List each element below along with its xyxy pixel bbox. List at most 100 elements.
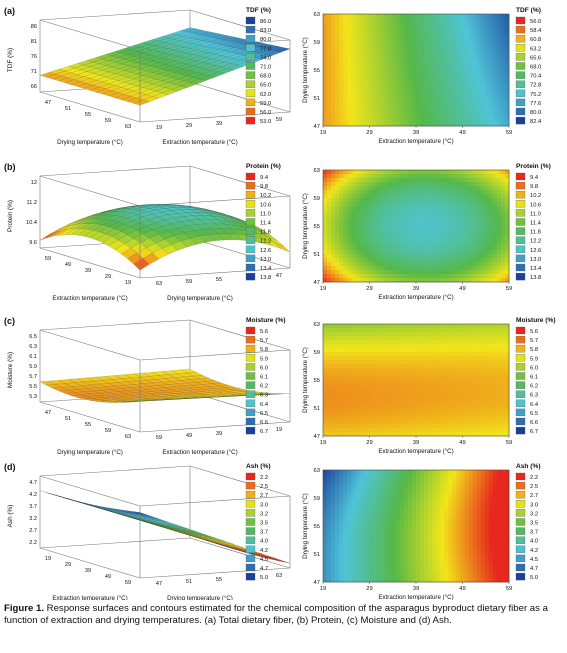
contour-cell bbox=[464, 360, 469, 365]
contour-cell bbox=[496, 94, 502, 99]
contour-cell bbox=[504, 178, 510, 183]
contour-cell bbox=[383, 14, 388, 19]
contour-cell bbox=[504, 392, 510, 397]
contour-cell bbox=[371, 182, 376, 187]
contour-cell bbox=[347, 50, 352, 55]
contour-cell bbox=[460, 238, 465, 243]
contour-cell bbox=[428, 106, 433, 111]
contour-cell bbox=[468, 348, 473, 353]
contour-cell bbox=[420, 266, 425, 271]
contour-cell bbox=[504, 400, 510, 405]
contour-cell bbox=[327, 50, 332, 55]
contour-cell bbox=[327, 222, 332, 227]
contour-cell bbox=[363, 186, 368, 191]
contour-cell bbox=[379, 90, 384, 95]
contour-cell bbox=[335, 364, 340, 369]
contour-cell bbox=[500, 106, 506, 111]
contour-cell bbox=[476, 242, 481, 247]
contour-cell bbox=[424, 42, 429, 47]
contour-cell bbox=[424, 234, 429, 239]
contour-cell bbox=[335, 356, 340, 361]
contour-cell bbox=[367, 432, 372, 437]
contour-cell bbox=[424, 278, 429, 283]
contour-cell bbox=[335, 34, 340, 39]
contour-cell bbox=[456, 420, 461, 425]
contour-cell bbox=[327, 250, 332, 255]
contour-cell bbox=[395, 50, 401, 55]
contour-cell bbox=[480, 364, 486, 369]
contour-cell bbox=[456, 106, 461, 111]
contour-cell bbox=[379, 42, 384, 47]
contour-cell bbox=[484, 218, 490, 223]
contour-cell bbox=[383, 58, 388, 63]
contour-cell bbox=[327, 198, 332, 203]
contour-cell bbox=[335, 42, 340, 47]
contour-cell bbox=[407, 22, 413, 27]
contour-cell bbox=[355, 86, 360, 91]
contour-cell bbox=[452, 50, 457, 55]
contour-cell bbox=[460, 368, 465, 373]
contour-cell bbox=[428, 428, 433, 433]
contour-cell bbox=[444, 78, 449, 83]
front-right-tick-c: 19 bbox=[276, 427, 282, 433]
contour-cell bbox=[424, 226, 429, 231]
contour-cell bbox=[331, 22, 336, 27]
contour-cell bbox=[472, 376, 477, 381]
contour-cell bbox=[456, 278, 461, 283]
contour-cell bbox=[476, 174, 481, 179]
contour-cell bbox=[347, 412, 352, 417]
contour-cell bbox=[448, 270, 453, 275]
contour-cell bbox=[339, 198, 344, 203]
contour-cell bbox=[444, 170, 449, 175]
contour-cell bbox=[440, 38, 445, 43]
contour-cell bbox=[488, 198, 494, 203]
contour-cell bbox=[375, 170, 380, 175]
contour-cell bbox=[387, 368, 393, 373]
contour-y-tick-a: 63 bbox=[314, 12, 320, 18]
contour-cell bbox=[456, 412, 461, 417]
contour-cell bbox=[448, 404, 453, 409]
contour-cell bbox=[504, 340, 510, 345]
contour-cell bbox=[335, 328, 340, 333]
contour-legend-swatch-c bbox=[515, 372, 526, 380]
contour-cell bbox=[327, 58, 332, 63]
contour-cell bbox=[468, 412, 473, 417]
contour-cell bbox=[383, 70, 388, 75]
contour-cell bbox=[351, 242, 356, 247]
contour-cell bbox=[420, 198, 425, 203]
contour-cell bbox=[440, 82, 445, 87]
contour-cell bbox=[496, 190, 502, 195]
contour-cell bbox=[335, 416, 340, 421]
contour-cell bbox=[323, 372, 328, 377]
contour-cell bbox=[347, 66, 352, 71]
contour-cell bbox=[488, 274, 494, 279]
contour-cell bbox=[347, 218, 352, 223]
contour-cell bbox=[355, 190, 360, 195]
surface-cell bbox=[199, 396, 216, 399]
contour-cell bbox=[403, 254, 409, 259]
contour-cell bbox=[504, 274, 510, 279]
contour-cell bbox=[383, 82, 388, 87]
contour-cell bbox=[383, 230, 388, 235]
contour-cell bbox=[436, 428, 441, 433]
contour-cell bbox=[484, 328, 490, 333]
contour-cell bbox=[323, 118, 328, 123]
contour-cell bbox=[399, 408, 405, 413]
contour-cell bbox=[359, 250, 364, 255]
contour-cell bbox=[383, 266, 388, 271]
contour-cell bbox=[335, 118, 340, 123]
contour-cell bbox=[327, 270, 332, 275]
contour-cell bbox=[383, 102, 388, 107]
contour-cell bbox=[323, 174, 328, 179]
contour-cell bbox=[375, 58, 380, 63]
contour-cell bbox=[456, 94, 461, 99]
contour-cell bbox=[351, 246, 356, 251]
contour-cell bbox=[484, 412, 490, 417]
contour-cell bbox=[436, 14, 441, 19]
contour-cell bbox=[367, 30, 372, 35]
contour-cell bbox=[351, 90, 356, 95]
contour-cell bbox=[399, 392, 405, 397]
contour-cell bbox=[379, 18, 384, 23]
contour-cell bbox=[448, 198, 453, 203]
contour-cell bbox=[359, 14, 364, 19]
